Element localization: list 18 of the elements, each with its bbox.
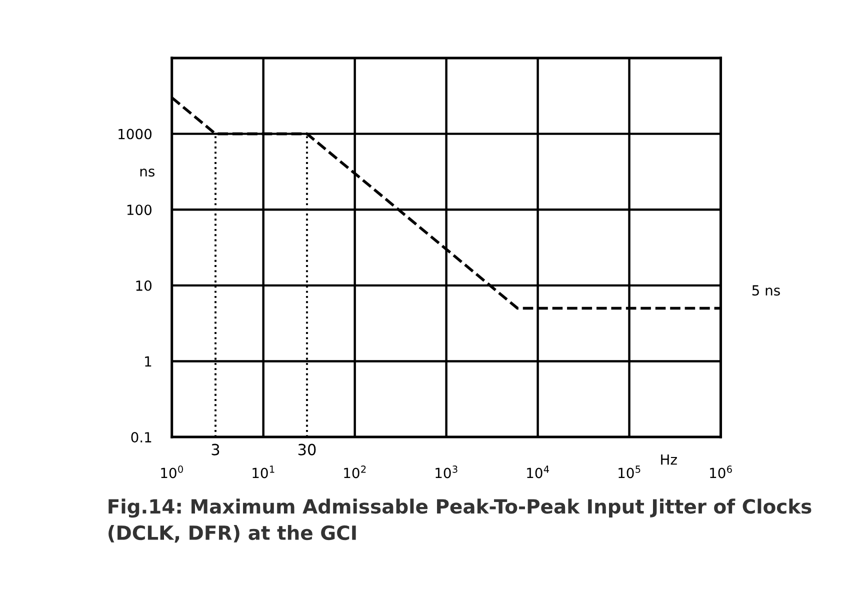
annotation: 3 (212, 444, 220, 456)
x-tick-label: 10$^{3}$ (436, 466, 458, 478)
y-tick-label: 1 (145, 356, 152, 367)
y-axis-title: ns (140, 168, 154, 177)
y-tick-label: 1000 (118, 128, 152, 140)
annotation: 30 (298, 444, 316, 456)
x-tick-label: 10$^{2}$ (344, 466, 366, 478)
y-tick-label: 100 (127, 204, 152, 216)
x-tick-label: 10$^{5}$ (618, 466, 640, 478)
x-tick-label: 10$^{4}$ (527, 466, 550, 478)
text: Fig.14: Maximum Admissable Peak-To-Peak Input Jitter of Clocks (DCLK, DFR) at the GCI (108, 498, 812, 543)
y-tick-label: 0.1 (131, 432, 152, 443)
annotation: 5 ns (752, 285, 780, 296)
x-tick-label: 10$^{1}$ (252, 466, 274, 478)
y-tick-label: 10 (136, 280, 152, 291)
x-tick-label: 10$^{6}$ (710, 466, 732, 478)
x-tick-label: 10$^{0}$ (161, 466, 183, 478)
x-axis-title: Hz (661, 454, 677, 465)
